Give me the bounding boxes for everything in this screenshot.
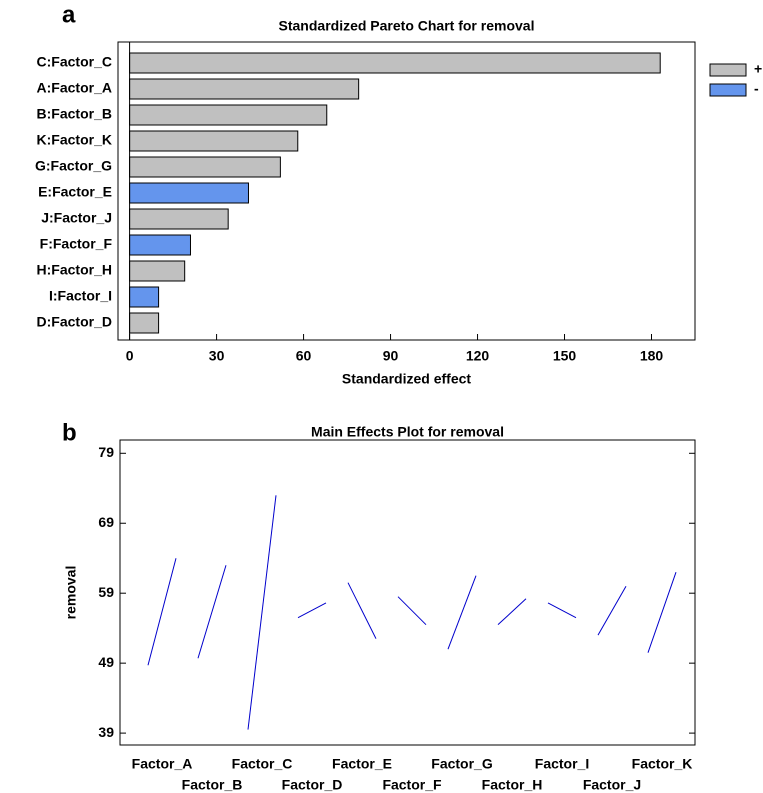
y-tick-label: C:Factor_C: [37, 54, 112, 70]
effect-line: [647, 572, 677, 653]
y-tick-label: E:Factor_E: [38, 184, 112, 200]
y-tick-label: 79: [98, 444, 114, 460]
bar: [129, 130, 299, 152]
effect-line: [447, 575, 477, 650]
effect-line: [597, 585, 627, 636]
y-tick-label: D:Factor_D: [37, 314, 112, 330]
x-tick-label: Factor_J: [583, 777, 641, 793]
effect-line: [397, 596, 427, 626]
x-axis-label: Standardized effect: [342, 371, 471, 387]
bar: [129, 182, 249, 204]
chart-title: Main Effects Plot for removal: [311, 424, 504, 440]
x-tick-label: 150: [553, 348, 577, 364]
y-tick-label: G:Factor_G: [35, 158, 112, 174]
x-tick-label: 60: [296, 348, 312, 364]
x-tick-label: Factor_H: [482, 777, 543, 793]
effect-line: [247, 495, 277, 730]
x-tick-label: 180: [640, 348, 664, 364]
y-tick-label: K:Factor_K: [37, 132, 112, 148]
y-tick-label: 39: [98, 724, 114, 740]
panel-label: a: [62, 1, 76, 28]
y-tick-label: 69: [98, 514, 114, 530]
plot-area: [117, 41, 696, 341]
chart-title: Standardized Pareto Chart for removal: [279, 18, 535, 34]
y-tick-label: J:Factor_J: [41, 210, 112, 226]
legend-swatch: [709, 63, 747, 77]
y-tick-label: H:Factor_H: [37, 262, 112, 278]
effect-line: [347, 582, 377, 639]
y-tick-label: F:Factor_F: [40, 236, 113, 252]
x-tick-label: Factor_G: [431, 756, 493, 772]
bar: [129, 286, 160, 308]
y-tick-label: A:Factor_A: [37, 80, 112, 96]
bar: [129, 78, 360, 100]
effect-line: [147, 558, 177, 666]
x-tick-label: 0: [126, 348, 134, 364]
x-tick-label: Factor_A: [132, 756, 193, 772]
bar: [129, 260, 186, 282]
bar: [129, 104, 328, 126]
y-tick-label: I:Factor_I: [49, 288, 112, 304]
legend-label: -: [754, 81, 759, 97]
bar: [129, 234, 191, 256]
y-tick-label: B:Factor_B: [37, 106, 112, 122]
y-axis-label: removal: [63, 566, 79, 620]
bar: [129, 208, 229, 230]
bar: [129, 156, 281, 178]
x-tick-label: 90: [383, 348, 399, 364]
legend-swatch: [709, 83, 747, 97]
x-tick-label: Factor_B: [182, 777, 243, 793]
effect-line: [297, 602, 327, 619]
effect-line: [547, 602, 577, 619]
effect-line: [197, 565, 227, 659]
x-tick-label: 30: [209, 348, 225, 364]
x-tick-label: Factor_I: [535, 756, 589, 772]
x-tick-label: Factor_D: [282, 777, 343, 793]
x-tick-label: Factor_K: [632, 756, 693, 772]
x-tick-label: Factor_F: [382, 777, 442, 793]
legend-label: +: [754, 61, 762, 77]
bar: [129, 312, 160, 334]
effect-line: [497, 598, 527, 626]
y-tick-label: 59: [98, 584, 114, 600]
y-tick-label: 49: [98, 654, 114, 670]
panel-label: b: [62, 419, 77, 446]
x-tick-label: Factor_E: [332, 756, 392, 772]
bar: [129, 52, 661, 74]
x-tick-label: Factor_C: [232, 756, 293, 772]
x-tick-label: 120: [466, 348, 490, 364]
plot-area: [119, 439, 696, 746]
